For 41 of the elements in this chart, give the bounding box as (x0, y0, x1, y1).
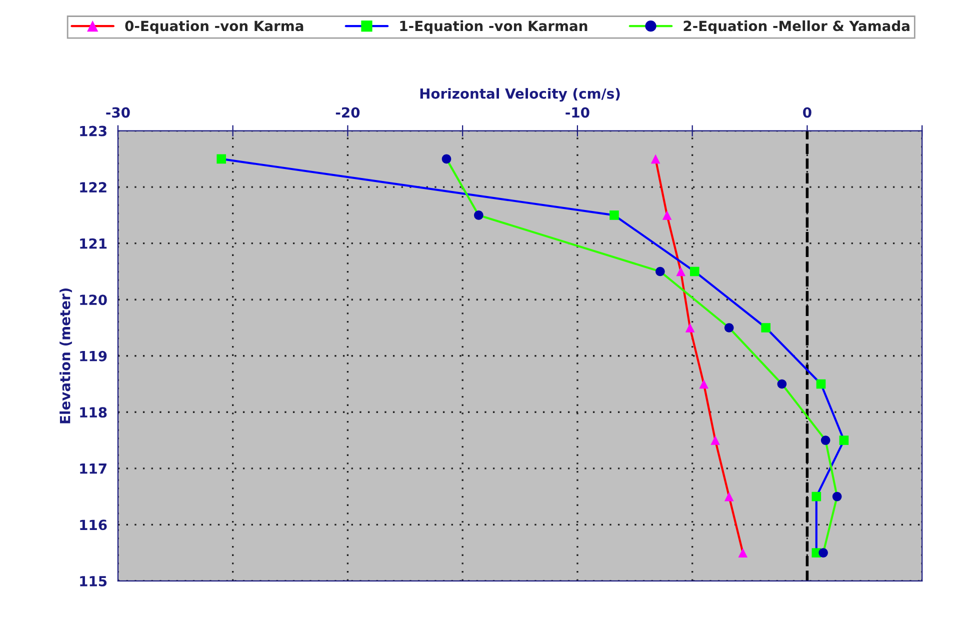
x-tick-label: -30 (106, 107, 130, 118)
x-axis-title: Horizontal Velocity (cm/s) (420, 88, 620, 102)
point (738, 548, 748, 558)
point (699, 379, 708, 389)
point (690, 266, 700, 276)
point (812, 492, 822, 502)
point (832, 492, 842, 502)
point (474, 210, 484, 220)
y-tick-label: 115 (80, 576, 107, 586)
point (816, 379, 826, 389)
y-tick-label: 120 (80, 294, 107, 306)
point (710, 436, 720, 445)
point (761, 323, 771, 332)
y-tick-label: 123 (80, 126, 106, 136)
y-axis-title: Elevation (meter) (60, 288, 72, 424)
point (724, 492, 734, 502)
point (820, 436, 830, 445)
point (656, 266, 665, 276)
point (650, 154, 660, 164)
point (216, 154, 226, 164)
point (724, 323, 734, 332)
point (777, 379, 787, 389)
x-tick-label: 0 (803, 107, 812, 118)
point (676, 266, 686, 276)
legend-label: 2-Equation -Mellor & Yamada (684, 20, 910, 34)
y-tick-label: 121 (80, 238, 107, 249)
y-tick-label: 116 (80, 520, 107, 530)
y-tick-label: 118 (80, 407, 107, 418)
y-tick-label: 117 (80, 464, 106, 474)
point (610, 210, 619, 220)
y-tick-label: 119 (80, 350, 107, 362)
point (818, 548, 828, 558)
x-tick-label: -10 (566, 107, 590, 118)
point (685, 323, 695, 332)
point (839, 436, 849, 445)
point (662, 210, 672, 220)
point (442, 154, 452, 164)
legend-label: 1-Equation -von Karman (400, 20, 588, 34)
y-tick-label: 122 (80, 182, 106, 192)
legend-label: 0-Equation -von Karma (125, 20, 304, 34)
x-tick-label: -20 (336, 107, 360, 118)
